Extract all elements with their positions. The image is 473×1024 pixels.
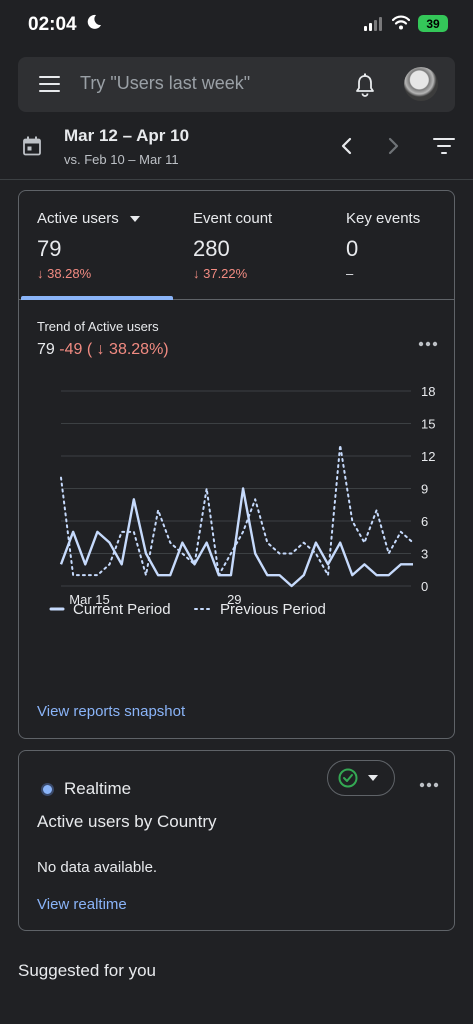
moon-icon [86,14,102,35]
no-data-message: No data available. [37,859,158,876]
signal-icon [364,17,382,31]
metric-value: 0 [346,236,359,261]
metric-tab-active-users[interactable]: Active users 79 ↓ 38.28% [37,210,141,281]
x-tick-label: 29 [227,592,241,607]
y-tick-label: 9 [421,482,428,497]
metric-change: ↓ 37.22% [193,266,248,281]
metric-change: ↓ 38.28% [37,266,92,281]
view-reports-snapshot-link[interactable]: View reports snapshot [37,703,186,720]
trend-title: Trend of Active users [37,319,159,334]
search-input[interactable]: Try "Users last week" [80,73,251,93]
metrics-card: Active users 79 ↓ 38.28% Event count 280… [18,190,455,739]
battery-icon: 39 [418,15,448,32]
y-tick-label: 3 [421,547,428,562]
realtime-title: Realtime [64,779,132,798]
suggested-heading: Suggested for you [18,961,156,980]
realtime-card: Realtime Active users by Country No data… [18,750,455,931]
trend-delta: -49 ( ↓ 38.28%) [59,341,169,358]
realtime-dot-icon [41,783,54,796]
y-tick-label: 15 [421,417,435,432]
bell-icon[interactable] [354,73,376,102]
trend-summary: 79 -49 ( ↓ 38.28%) [37,341,169,359]
legend-label-previous: Previous Period [220,601,326,618]
metric-label: Active users [37,210,141,227]
compare-range: vs. Feb 10 – Mar 11 [64,152,179,167]
header-divider [0,179,473,180]
more-icon[interactable] [418,334,438,352]
metric-change: – [346,266,354,281]
check-circle-icon [338,768,358,788]
chevron-left-icon[interactable] [340,136,354,161]
dropdown-icon[interactable] [129,215,141,223]
metric-value: 79 [37,236,62,261]
view-realtime-link[interactable]: View realtime [37,896,127,913]
tab-divider [19,299,454,300]
chevron-right-icon[interactable] [386,136,400,161]
search-bar[interactable]: Try "Users last week" [18,57,455,112]
tab-indicator [21,296,173,300]
battery-level: 39 [426,16,440,31]
metric-tab-key-events[interactable]: Key events 0 – [346,210,420,281]
realtime-heading: Active users by Country [37,812,217,831]
y-tick-label: 18 [421,384,435,399]
trend-value: 79 [37,341,55,358]
menu-icon[interactable] [39,76,60,92]
metric-label: Event count [193,210,273,227]
more-icon[interactable] [419,775,439,793]
metric-label: Key events [346,210,421,227]
wifi-icon [391,15,411,35]
legend-label-current: Current Period [73,601,171,618]
filter-icon[interactable] [433,138,455,159]
status-dropdown[interactable] [327,760,395,796]
y-tick-label: 0 [421,579,428,594]
x-tick-label: Mar 15 [69,592,109,607]
y-tick-label: 12 [421,449,435,464]
metric-value: 280 [193,236,230,261]
avatar[interactable] [404,67,438,101]
calendar-icon[interactable] [22,136,42,161]
date-range[interactable]: Mar 12 – Apr 10 [64,126,190,145]
metric-tab-event-count[interactable]: Event count 280 ↓ 37.22% [193,210,272,281]
active-users-chart: 0 3 6 9 12 15 18 Mar 15 29 Current Period Previous… [49,384,435,618]
series-line-current [59,487,413,588]
dropdown-icon [368,775,378,781]
y-tick-label: 6 [421,514,428,529]
status-time: 02:04 [28,14,77,35]
series-line-previous [60,444,414,577]
